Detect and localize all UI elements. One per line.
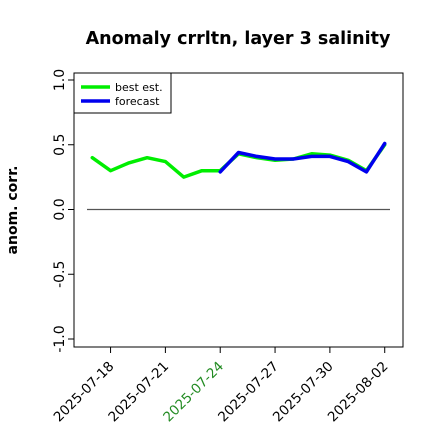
series-layer (90, 141, 387, 179)
legend-label-best-est: best est. (115, 81, 163, 94)
chart-title: Anomaly crrltn, layer 3 salinity (86, 29, 391, 49)
x-axis: 2025-07-182025-07-212025-07-242025-07-27… (51, 347, 392, 425)
y-tick-label: -1.0 (52, 325, 68, 352)
y-tick-label: 0.5 (52, 134, 68, 156)
y-tick-label: -0.5 (52, 261, 68, 288)
y-axis-label: anom. corr. (5, 166, 21, 255)
series-line-forecast (218, 141, 387, 174)
legend-box (73, 72, 172, 114)
y-tick-label: 1.0 (52, 69, 68, 91)
legend: best est. forecast (73, 72, 172, 114)
y-tick-label: 0.0 (52, 198, 68, 220)
legend-label-forecast: forecast (115, 95, 160, 108)
y-axis: -1.0 -0.5 0.0 0.5 1.0 (52, 69, 74, 353)
